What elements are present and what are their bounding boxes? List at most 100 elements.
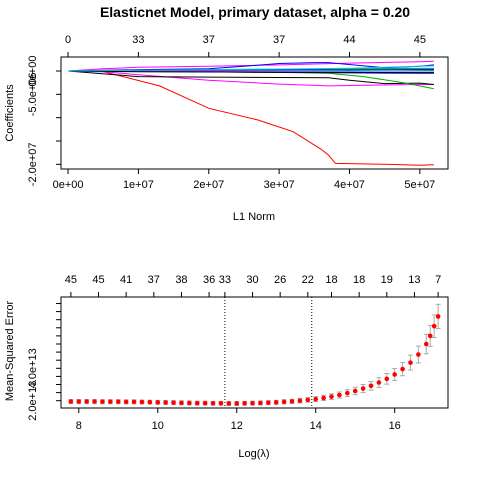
mse-point (376, 380, 382, 385)
mse-point (273, 400, 279, 405)
mse-point (155, 400, 161, 405)
mse-point (139, 399, 145, 405)
y-tick-label: -2.0e+07 (27, 142, 39, 186)
y-tick-label: 4.0e+13 (27, 348, 39, 388)
df-label: 41 (120, 274, 132, 286)
coefficient-paths (67, 60, 434, 166)
axis-ticks-1: 0e+00 1e+07 2e+07 3e+07 4e+07 5e+07 0 33 37 37 44 4… (27, 34, 435, 191)
df-label: 33 (219, 274, 231, 286)
x-tick-label: 16 (389, 420, 401, 432)
mse-point (226, 401, 232, 406)
mse-point (384, 376, 390, 382)
mse-point (179, 400, 184, 406)
mse-point (108, 399, 113, 404)
mse-point (115, 399, 121, 404)
mse-point (416, 352, 421, 357)
coefficient-path-plot: 0e+00 1e+07 2e+07 3e+07 4e+07 5e+07 0 33 37 37 44 4… (4, 34, 449, 223)
x-axis-label-1: L1 Norm (233, 211, 275, 223)
x-tick-label: 12 (231, 420, 243, 432)
x-tick-label: 10 (152, 420, 164, 432)
x-tick-label: 1e+07 (123, 179, 154, 191)
mse-point (400, 366, 405, 372)
y-axis-label-1: Coefficients (4, 84, 16, 142)
coef-path-1 (67, 70, 434, 166)
df-label: 45 (414, 34, 426, 46)
df-label: 36 (203, 274, 215, 286)
mse-point (210, 401, 216, 406)
df-label: 7 (435, 274, 441, 286)
df-label: 45 (65, 274, 77, 286)
df-label: 22 (302, 274, 314, 286)
df-label: 37 (148, 274, 160, 286)
mse-point (427, 333, 433, 339)
mse-point (435, 314, 441, 319)
cv-error-plot: 8 10 12 14 16 45 45 41 37 38 36 33 30 26 22 18 18 19 13 7 2.… (4, 274, 449, 460)
mse-point (352, 388, 358, 394)
mse-point (92, 399, 97, 404)
df-label: 37 (203, 34, 215, 46)
x-axis-label-2: Log(λ) (238, 448, 269, 460)
df-label: 0 (65, 34, 71, 46)
mse-point (84, 399, 89, 404)
mse-point (171, 400, 176, 405)
axis-ticks-2: 8 10 12 14 16 45 45 41 37 38 36 33 30 26 22 18 18 19 13 7 2.… (27, 274, 441, 432)
df-label: 13 (408, 274, 420, 286)
x-tick-label: 5e+07 (404, 179, 435, 191)
x-tick-label: 3e+07 (264, 179, 295, 191)
x-tick-label: 0e+00 (53, 179, 84, 191)
mse-point (187, 400, 192, 406)
y-tick-label: -5.0e+06 (27, 72, 39, 116)
df-label: 37 (273, 34, 285, 46)
df-label: 45 (92, 274, 104, 286)
mse-point (360, 386, 366, 391)
mse-point (337, 392, 342, 398)
coef-path-2 (67, 60, 434, 72)
chart-title: Elasticnet Model, primary dataset, alpha… (100, 4, 410, 20)
mse-point (313, 396, 319, 402)
mse-point (100, 399, 105, 404)
mse-point (218, 401, 224, 406)
df-label: 38 (175, 274, 187, 286)
mse-point (408, 360, 413, 365)
mse-point (250, 400, 255, 406)
mse-point (266, 400, 271, 405)
mse-points (68, 314, 441, 406)
lambda-reference-lines (224, 297, 313, 408)
mse-point (345, 390, 350, 396)
mse-point (423, 341, 429, 347)
mse-point (392, 372, 397, 377)
mse-point (202, 400, 208, 406)
plot-frame-2 (60, 296, 449, 409)
mse-point (76, 399, 82, 404)
df-label: 18 (325, 274, 337, 286)
df-label: 44 (343, 34, 355, 46)
mse-point (368, 383, 374, 389)
mse-point (431, 323, 437, 329)
mse-point (329, 394, 334, 399)
plot-frame-1 (60, 56, 449, 170)
coef-path-3 (67, 70, 434, 87)
error-bars (68, 303, 441, 406)
mse-point (163, 400, 168, 405)
mse-point (234, 401, 240, 406)
mse-point (305, 397, 311, 403)
y-tick-label: 0e+00 (27, 56, 39, 87)
mse-point (68, 399, 74, 404)
mse-point (297, 398, 303, 404)
x-tick-label: 2e+07 (193, 179, 224, 191)
df-label: 19 (381, 274, 393, 286)
y-axis-label-2: Mean-Squared Error (4, 301, 16, 402)
df-label: 26 (274, 274, 286, 286)
x-tick-label: 8 (76, 420, 82, 432)
mse-point (258, 400, 263, 406)
df-label: 30 (246, 274, 258, 286)
coef-path-5 (67, 70, 434, 85)
x-tick-label: 14 (310, 420, 322, 432)
y-tick-label: 2.0e+13 (27, 381, 39, 421)
df-label: 18 (353, 274, 365, 286)
mse-point (194, 400, 200, 406)
mse-point (281, 399, 287, 405)
mse-point (131, 399, 137, 405)
coef-path-14 (67, 70, 434, 74)
